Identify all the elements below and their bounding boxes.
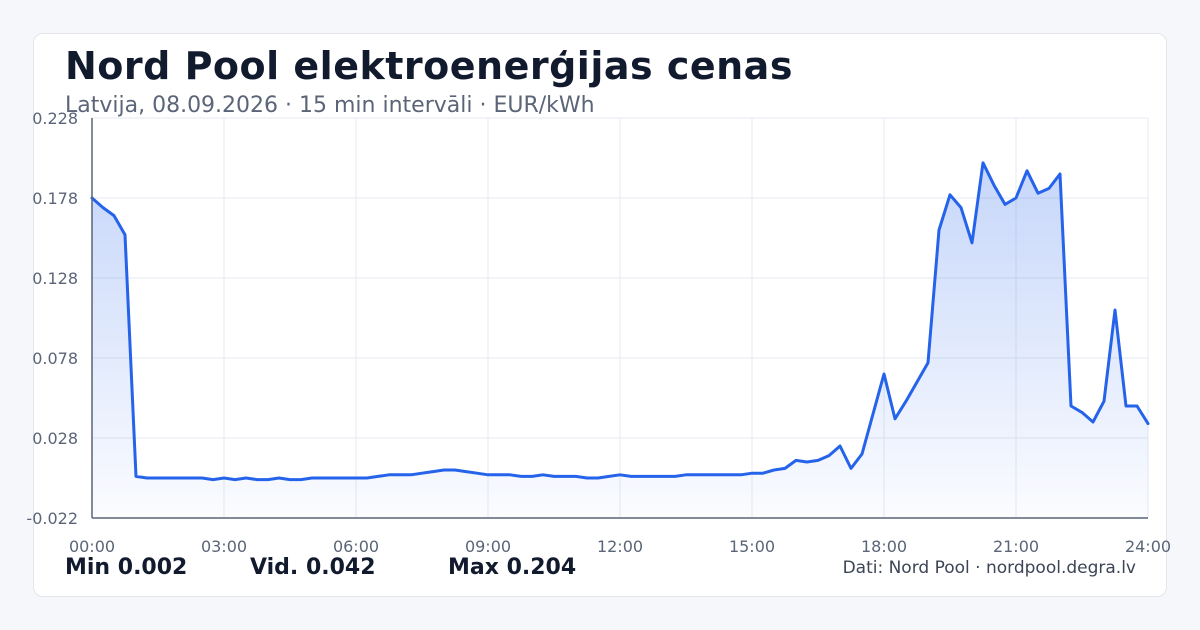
y-tick-label: 0.228 [32, 109, 78, 128]
x-tick-label: 06:00 [333, 537, 379, 556]
x-tick-label: 09:00 [465, 537, 511, 556]
x-axis-ticks: 00:00 03:00 06:00 09:00 12:00 15:00 18:00 21:00… [69, 537, 1171, 556]
y-tick-label: 0.128 [32, 269, 78, 288]
x-tick-label: 18:00 [861, 537, 907, 556]
stat-max: Max 0.204 [448, 555, 577, 580]
stat-avg: Vid. 0.042 [250, 555, 376, 580]
y-tick-label: 0.178 [32, 189, 78, 208]
x-tick-label: 00:00 [69, 537, 115, 556]
x-tick-label: 24:00 [1125, 537, 1171, 556]
y-axis-ticks: 0.228 0.178 0.128 0.078 0.028 -0.022 [26, 109, 78, 528]
x-tick-label: 21:00 [993, 537, 1039, 556]
page-title: Nord Pool elektroenerģijas cenas [65, 44, 793, 88]
y-tick-label: 0.078 [32, 349, 78, 368]
price-area [92, 162, 1148, 519]
x-tick-label: 03:00 [201, 537, 247, 556]
page-subtitle: Latvija, 08.09.2026 · 15 min intervāli ·… [65, 93, 595, 118]
price-line [90, 161, 1150, 482]
x-tick-label: 12:00 [597, 537, 643, 556]
y-tick-label: -0.022 [26, 509, 78, 528]
stat-min: Min 0.002 [65, 555, 188, 580]
chart-grid [91, 117, 1149, 519]
data-source: Dati: Nord Pool · nordpool.degra.lv [842, 558, 1136, 578]
x-tick-label: 15:00 [729, 537, 775, 556]
y-tick-label: 0.028 [32, 429, 78, 448]
